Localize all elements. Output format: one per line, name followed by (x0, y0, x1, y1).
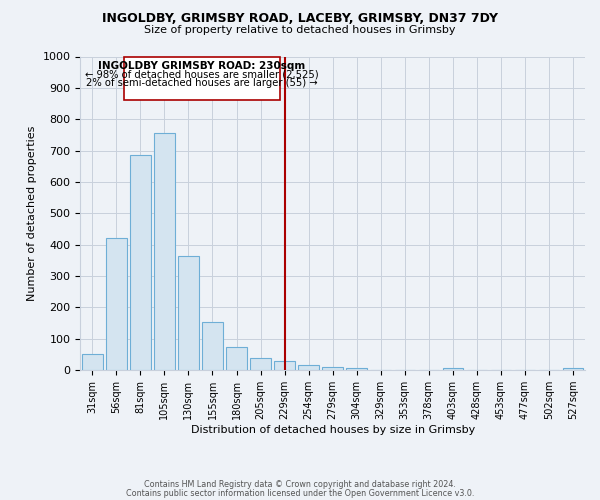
Bar (563, 368, 583, 370)
Text: Size of property relative to detached houses in Grimsby: Size of property relative to detached ho… (144, 25, 456, 35)
Bar (202, 322, 223, 370)
Text: INGOLDBY GRIMSBY ROAD: 230sqm: INGOLDBY GRIMSBY ROAD: 230sqm (98, 61, 305, 71)
Bar (298, 364, 319, 370)
Bar (130, 156, 151, 370)
Bar (106, 238, 127, 370)
Text: 2% of semi-detached houses are larger (55) →: 2% of semi-detached houses are larger (5… (86, 78, 317, 88)
Text: INGOLDBY, GRIMSBY ROAD, LACEBY, GRIMSBY, DN37 7DY: INGOLDBY, GRIMSBY ROAD, LACEBY, GRIMSBY,… (102, 12, 498, 26)
Bar (226, 346, 247, 370)
Bar (322, 367, 343, 370)
Text: Contains public sector information licensed under the Open Government Licence v3: Contains public sector information licen… (126, 488, 474, 498)
Bar (154, 134, 175, 370)
Bar (82, 354, 103, 370)
Text: Contains HM Land Registry data © Crown copyright and database right 2024.: Contains HM Land Registry data © Crown c… (144, 480, 456, 489)
Bar (250, 358, 271, 370)
Y-axis label: Number of detached properties: Number of detached properties (27, 126, 37, 301)
Bar (274, 361, 295, 370)
Bar (443, 368, 463, 370)
FancyBboxPatch shape (124, 56, 280, 100)
Bar (178, 256, 199, 370)
Bar (346, 368, 367, 370)
X-axis label: Distribution of detached houses by size in Grimsby: Distribution of detached houses by size … (191, 425, 475, 435)
Text: ← 98% of detached houses are smaller (2,525): ← 98% of detached houses are smaller (2,… (85, 70, 319, 80)
